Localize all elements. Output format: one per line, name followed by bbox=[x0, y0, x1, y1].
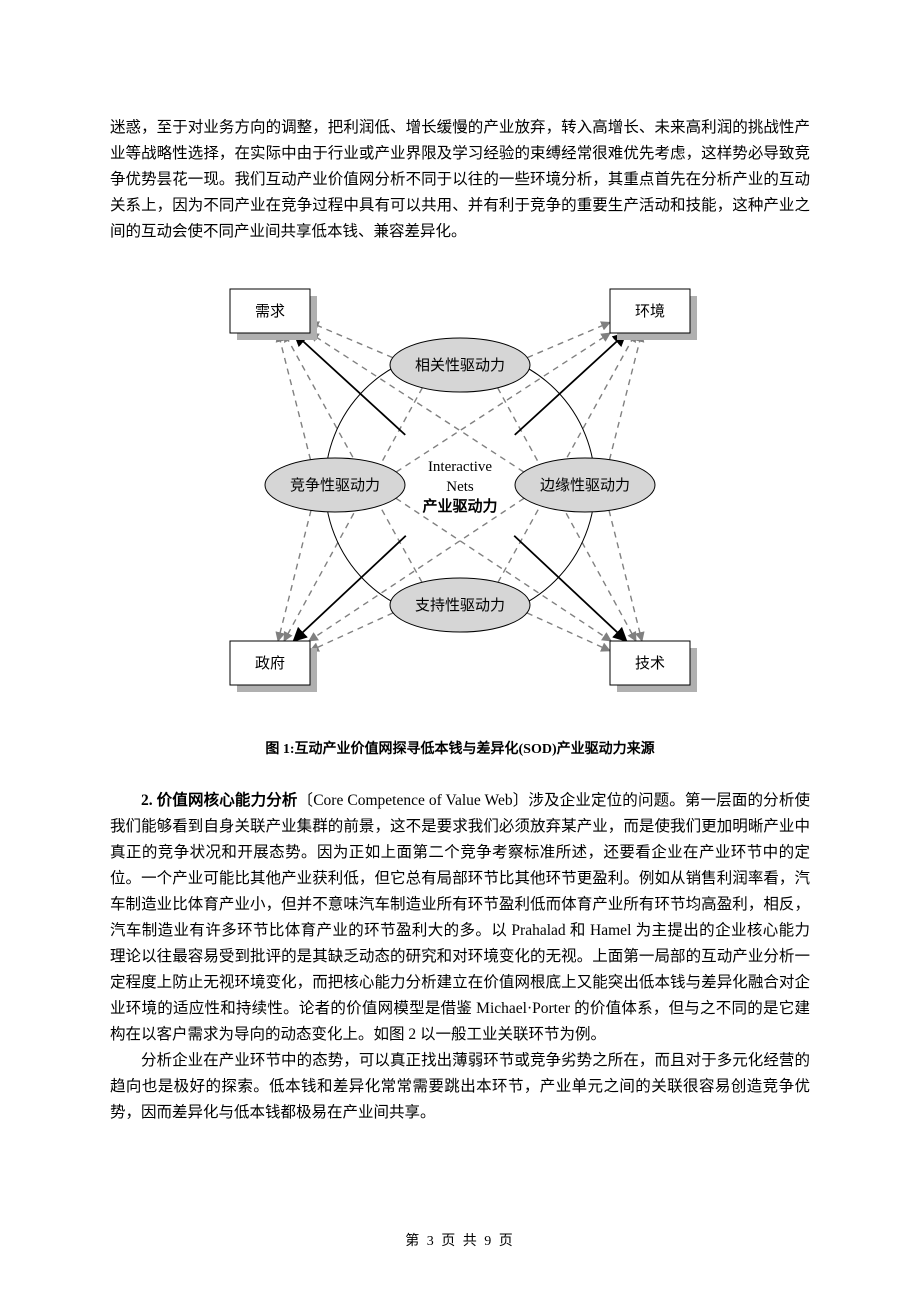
page-footer: 第 3 页 共 9 页 bbox=[0, 1230, 920, 1250]
paragraph-2: 2. 价值网核心能力分析〔Core Competence of Value We… bbox=[110, 788, 810, 1048]
svg-text:政府: 政府 bbox=[255, 655, 285, 672]
page: 迷惑，至于对业务方向的调整，把利润低、增长缓慢的产业放弃，转入高增长、未来高利润… bbox=[0, 0, 920, 1302]
figure-caption: 图 1:互动产业价值网探寻低本钱与差异化(SOD)产业驱动力来源 bbox=[110, 738, 810, 758]
interactive-nets-diagram: 相关性驱动力边缘性驱动力支持性驱动力 竞争性驱动力 Interactive Nets 产… bbox=[190, 265, 730, 705]
svg-text:边缘性驱动力: 边缘性驱动力 bbox=[540, 477, 630, 494]
svg-text:Nets: Nets bbox=[446, 479, 474, 495]
diagram-container: 相关性驱动力边缘性驱动力支持性驱动力 竞争性驱动力 Interactive Nets 产… bbox=[190, 265, 730, 710]
svg-text:支持性驱动力: 支持性驱动力 bbox=[415, 597, 505, 614]
svg-text:需求: 需求 bbox=[255, 303, 285, 320]
svg-text:产业驱动力: 产业驱动力 bbox=[422, 497, 497, 515]
paragraph-1: 迷惑，至于对业务方向的调整，把利润低、增长缓慢的产业放弃，转入高增长、未来高利润… bbox=[110, 115, 810, 245]
svg-text:相关性驱动力: 相关性驱动力 bbox=[415, 357, 505, 374]
svg-text:环境: 环境 bbox=[635, 302, 665, 320]
svg-text:竞争性驱动力: 竞争性驱动力 bbox=[290, 476, 380, 494]
paragraph-3: 分析企业在产业环节中的态势，可以真正找出薄弱环节或竞争劣势之所在，而且对于多元化… bbox=[110, 1048, 810, 1126]
section-2-heading: 2. 价值网核心能力分析 bbox=[141, 792, 298, 809]
svg-text:Interactive: Interactive bbox=[428, 459, 492, 475]
svg-text:技术: 技术 bbox=[635, 655, 665, 672]
paragraph-2-body: 〔Core Competence of Value Web〕涉及企业定位的问题。… bbox=[110, 792, 810, 1043]
